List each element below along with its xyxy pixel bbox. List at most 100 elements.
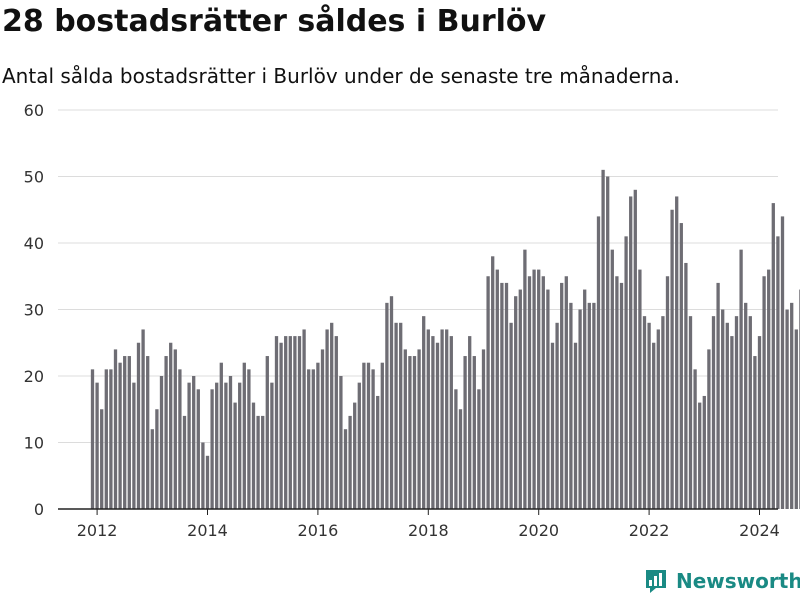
bar [785,309,789,509]
bar [376,395,380,509]
bar [362,362,366,509]
bar [178,369,182,509]
bar [532,269,536,509]
bar [477,389,481,509]
bar [578,309,582,509]
bar [702,395,706,509]
bar [541,276,545,509]
bar [725,322,729,509]
bar [182,415,187,509]
bar [385,302,389,509]
bar [642,316,647,509]
bar [523,249,527,509]
bar [748,316,752,509]
bar [205,455,210,509]
bar [95,382,99,509]
bar [601,169,605,509]
bar [270,382,274,509]
x-tick-label: 2014 [187,521,228,540]
bar [284,336,288,509]
bar [90,369,95,509]
bar [412,356,417,509]
bar [780,216,785,509]
bar [325,329,329,509]
bar [357,382,361,509]
y-tick-label: 0 [34,500,44,519]
y-tick-label: 30 [24,301,44,320]
bar-chart: 0 10 20 30 40 50 60 2012 2014 2016 2018 2020 2022 202… [24,101,800,540]
chart-subtitle: Antal sålda bostadsrätter i Burlöv under… [2,64,681,88]
bar [652,342,656,509]
bar [330,322,334,509]
bar [164,356,168,509]
bar [716,282,720,509]
bar [633,189,637,510]
bar [550,342,555,509]
bar [619,282,624,509]
bar [679,223,683,510]
bar [555,322,559,509]
bar [169,342,173,509]
bar [753,356,757,509]
bar [150,429,154,509]
y-tick-label: 10 [24,434,44,453]
x-tick-label: 2024 [739,521,780,540]
bar [141,329,145,509]
bar [527,276,532,509]
bar [403,349,407,509]
bar [353,402,357,509]
bar [348,415,352,509]
bar [196,389,200,509]
bar [104,369,108,509]
bar [698,402,702,509]
bar [739,249,743,509]
bar [422,316,426,509]
bar [762,276,766,509]
bar [389,296,394,509]
bar [215,382,219,509]
bar [288,336,292,509]
y-tick-label: 50 [24,168,44,187]
bar [426,329,430,509]
bar [293,336,297,509]
bar [730,336,734,509]
bar [316,362,320,509]
bar [408,356,412,509]
bar [790,302,794,509]
brand-name: Newsworthy [676,569,800,593]
bar [113,349,118,509]
bar [734,316,739,509]
bar [371,369,375,509]
bar [560,282,564,509]
bar [481,349,486,509]
bar [394,322,398,509]
chart-title: 28 bostadsrätter såldes i Burlöv [2,4,547,39]
bar [440,329,444,509]
bar [132,382,136,509]
bar [297,336,302,509]
bar [610,249,614,509]
bar [573,342,578,509]
bar [458,409,463,509]
bar [596,216,601,509]
bar [228,376,233,509]
x-tick-label: 2020 [518,521,559,540]
bar [509,322,513,509]
bar [431,336,435,509]
bar [629,196,633,509]
bar [684,262,688,509]
bar [247,369,251,509]
bar [744,302,748,509]
bar [233,402,237,509]
bar [537,269,541,509]
bar [242,362,246,509]
bar [794,329,798,509]
bar [711,316,716,509]
bar [454,389,458,509]
newsworthy-brand: Newsworthy [644,568,800,594]
bar [688,316,693,509]
bar [463,356,467,509]
bar [224,382,228,509]
bar [307,369,311,509]
bar [721,309,725,509]
